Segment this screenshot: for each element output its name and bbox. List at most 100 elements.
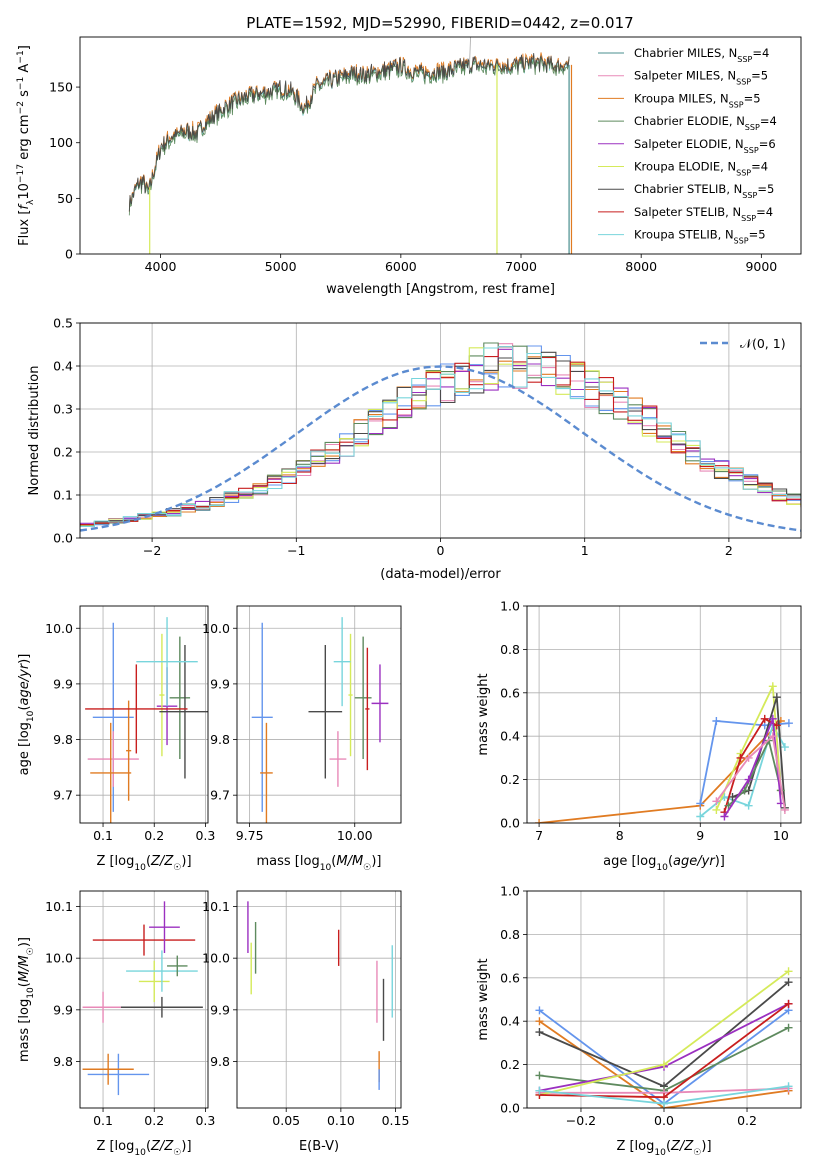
weight-marker [784, 978, 793, 987]
y-tick-label: 150 [49, 80, 73, 95]
y-axis-label: Flux [fλ10−17 erg cm−2 s−1 A−1] [16, 45, 36, 246]
weight-marker [784, 967, 793, 976]
weight-marker [768, 714, 777, 723]
y-tick-label: 0.4 [53, 359, 73, 374]
weight-marker [736, 753, 745, 762]
plot-area [82, 901, 203, 1096]
x-axis-label: E(B-V) [299, 1139, 339, 1154]
residual-histogram-panel: −2 −1 0 1 2 0.0 0.1 0.2 0.3 0.4 0.5 (data-model)/er… [27, 316, 802, 582]
y-tick-label: 9.9 [53, 676, 73, 691]
y-tick-label: 1.0 [500, 599, 520, 614]
x-tick-label: 7 [535, 828, 543, 843]
age-vs-metallicity-panel: 0.1 0.2 0.3 9.7 9.8 9.9 10.0 Z [log10(Z/Z☉)] age… [17, 605, 215, 873]
y-tick-label: 0.2 [500, 1057, 520, 1072]
legend-label: Salpeter STELIB, NSSP=4 [634, 205, 773, 223]
weight-marker [535, 819, 544, 823]
x-tick-label: 4000 [145, 259, 177, 274]
y-tick-label: 0.6 [500, 970, 520, 985]
x-axis-label: mass [log10(M/M☉)] [257, 854, 382, 873]
weight-marker [535, 1006, 544, 1015]
axes-frame [79, 890, 209, 1109]
histogram-step [80, 342, 801, 526]
legend-label: 𝒩(0, 1) [740, 336, 786, 351]
y-tick-label: 10.0 [202, 621, 230, 636]
axes-frame [79, 36, 802, 255]
age-vs-mass-panel: 9.75 10.00 9.7 9.8 9.9 10.0 mass [log10(M/M☉)] [202, 605, 402, 873]
x-tick-label: 9000 [745, 259, 777, 274]
x-tick-label: 9 [696, 828, 704, 843]
legend-label: Chabrier ELODIE, NSSP=4 [634, 114, 777, 132]
legend-label: Salpeter ELODIE, NSSP=6 [634, 137, 776, 155]
x-tick-label: 0.05 [272, 1113, 300, 1128]
weight-marker [772, 693, 781, 702]
normal-curve [80, 365, 801, 532]
axes-frame [236, 605, 402, 824]
x-axis-label: (data-model)/error [380, 567, 501, 582]
weight-marker [744, 753, 753, 762]
metallicity-weights-panel: −0.2 0.0 0.2 0.0 0.2 0.4 0.6 0.8 1.0 Z [log10(Z/Z… [476, 884, 802, 1158]
x-axis-label: wavelength [Angstrom, rest frame] [326, 282, 555, 297]
y-tick-label: 0.0 [500, 1101, 520, 1116]
y-tick-label: 100 [49, 135, 73, 150]
weight-marker [768, 732, 777, 741]
plot-area [535, 967, 793, 1108]
y-axis-label: mass [log10(M/M☉)] [17, 937, 36, 1062]
y-tick-label: 0.4 [500, 729, 520, 744]
y-axis-label: age [log10(age/yr)] [17, 654, 36, 776]
x-tick-label: 5000 [265, 259, 297, 274]
plot-area [535, 682, 793, 823]
y-tick-label: 50 [57, 191, 73, 206]
x-axis-label: Z [log10(Z/Z☉)] [616, 1139, 711, 1158]
x-tick-label: 0.2 [144, 828, 164, 843]
axes-frame [526, 605, 802, 824]
axes-frame [79, 605, 209, 824]
weight-marker [744, 775, 753, 784]
weight-marker [535, 1086, 544, 1095]
weight-marker [744, 801, 753, 810]
histogram-step [80, 348, 801, 524]
plot-area [247, 901, 393, 1090]
y-tick-label: 0.0 [500, 816, 520, 831]
y-tick-label: 10.1 [202, 899, 230, 914]
plot-area [128, 37, 573, 254]
x-tick-label: 0.2 [144, 1113, 164, 1128]
weight-marker [768, 682, 777, 691]
y-axis-label: Normed distribution [27, 366, 42, 496]
y-tick-label: 9.8 [53, 1054, 73, 1069]
weight-marker [784, 719, 793, 728]
y-tick-label: 0.2 [53, 445, 73, 460]
legend-label: Kroupa ELODIE, NSSP=4 [634, 160, 768, 178]
histogram-step [80, 343, 801, 526]
x-tick-label: 2 [725, 543, 733, 558]
x-tick-label: 0.10 [327, 1113, 355, 1128]
y-tick-label: 1.0 [500, 884, 520, 899]
x-tick-label: 8 [616, 828, 624, 843]
x-tick-label: 10.00 [337, 828, 373, 843]
spectrum-panel: 4000 5000 6000 7000 8000 9000 0 50 100 150 wavelen… [16, 36, 802, 297]
legend-label: Kroupa MILES, NSSP=5 [634, 91, 761, 109]
x-tick-label: 10 [773, 828, 789, 843]
weight-marker [696, 812, 705, 821]
weight-marker [784, 999, 793, 1008]
y-tick-label: 0.2 [500, 772, 520, 787]
y-tick-label: 0.1 [53, 488, 73, 503]
emission-line [468, 37, 471, 71]
weight-line [715, 734, 786, 811]
weight-marker [780, 743, 789, 752]
y-tick-label: 10.0 [202, 951, 230, 966]
x-tick-label: 6000 [385, 259, 417, 274]
weight-marker [760, 714, 769, 723]
x-tick-label: 0.15 [382, 1113, 410, 1128]
x-tick-label: 0 [437, 543, 445, 558]
x-tick-label: −2 [143, 543, 161, 558]
y-tick-label: 10.1 [45, 899, 73, 914]
y-tick-label: 9.8 [210, 1054, 230, 1069]
y-tick-label: 9.8 [53, 732, 73, 747]
age-weights-panel: 7 8 9 10 0.0 0.2 0.4 0.6 0.8 1.0 age [log10(age/yr… [476, 599, 802, 873]
x-axis-label: Z [log10(Z/Z☉)] [96, 854, 191, 873]
x-tick-label: 0.1 [93, 1113, 113, 1128]
plot-area [85, 617, 208, 823]
x-tick-label: 7000 [505, 259, 537, 274]
weight-marker [660, 1099, 668, 1108]
